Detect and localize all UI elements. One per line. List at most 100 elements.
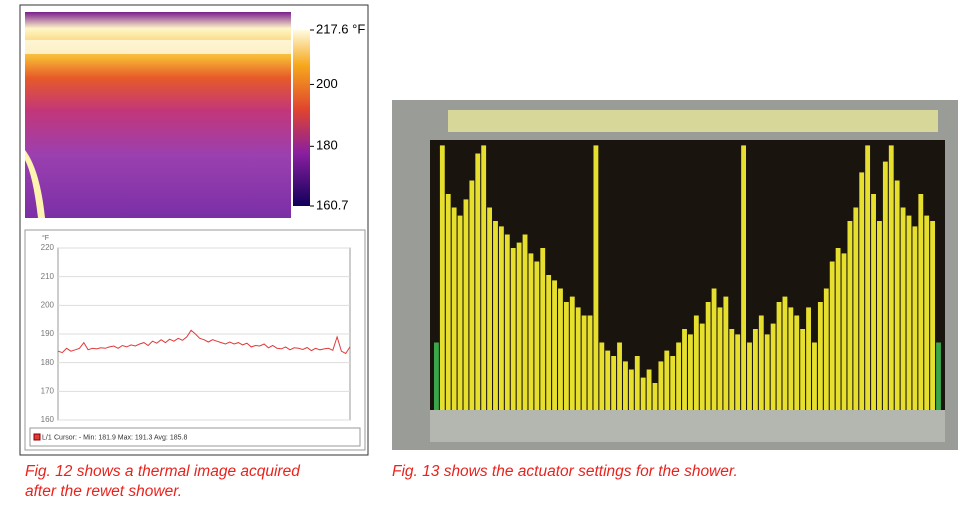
- bar: [747, 342, 752, 410]
- y-tick-label: 210: [41, 272, 55, 281]
- bar: [439, 145, 445, 410]
- bar: [877, 221, 882, 410]
- bar: [723, 296, 729, 410]
- x-strip: [430, 410, 945, 442]
- bar: [434, 342, 439, 410]
- bar: [504, 234, 510, 410]
- bar: [764, 334, 770, 410]
- bar: [475, 153, 481, 410]
- bar: [599, 342, 605, 410]
- bar: [528, 253, 534, 410]
- bar: [546, 275, 552, 410]
- colorbar-label: 200: [316, 76, 338, 91]
- colorbar-label: 180: [316, 138, 338, 153]
- bar: [729, 329, 735, 410]
- bar: [924, 215, 930, 410]
- line-series: [57, 329, 351, 355]
- bar: [705, 302, 711, 410]
- bar: [788, 307, 794, 410]
- bar: [510, 248, 516, 410]
- colorbar-label: 160.7: [316, 197, 349, 212]
- bar: [569, 296, 575, 410]
- y-tick-label: 170: [41, 386, 55, 395]
- bar: [540, 248, 546, 410]
- legend-name: L/1: [42, 434, 52, 441]
- top-band: [448, 110, 938, 132]
- legend-box: [29, 427, 361, 447]
- bar: [865, 145, 871, 410]
- bar: [817, 302, 823, 410]
- bar: [758, 315, 764, 410]
- bar: [617, 342, 622, 410]
- bar: [664, 350, 670, 410]
- bar: [853, 207, 859, 410]
- bar: [498, 226, 504, 410]
- thermal-edge: [25, 150, 45, 218]
- bar: [587, 315, 593, 410]
- colorbar: [293, 30, 310, 206]
- bar: [841, 253, 847, 410]
- bar: [888, 145, 894, 410]
- bar: [451, 207, 457, 410]
- bar: [634, 356, 640, 410]
- legend-swatch: [33, 433, 41, 441]
- bar: [493, 221, 498, 410]
- bar: [741, 145, 747, 410]
- bar: [906, 215, 912, 410]
- bar: [912, 226, 918, 410]
- bar: [693, 315, 699, 410]
- bar: [823, 288, 829, 410]
- colorbar-label: 217.6 °F: [316, 21, 365, 36]
- bar: [581, 315, 587, 410]
- bar: [457, 215, 463, 410]
- bar: [676, 342, 682, 410]
- bar: [699, 323, 705, 410]
- bar: [936, 342, 941, 410]
- bar-plot-area: [430, 140, 945, 410]
- bar: [522, 234, 528, 410]
- y-unit: °F: [42, 234, 49, 242]
- bar: [829, 261, 835, 410]
- bar: [782, 296, 788, 410]
- y-tick-label: 160: [41, 415, 55, 424]
- bar: [812, 342, 817, 410]
- bar: [534, 261, 540, 410]
- y-tick-label: 200: [41, 300, 55, 309]
- bar: [882, 161, 888, 410]
- bar: [487, 207, 493, 410]
- bar: [481, 145, 487, 410]
- bar: [894, 180, 900, 410]
- caption: Fig. 13 shows the actuator settings for …: [392, 463, 738, 480]
- caption: Fig. 12 shows a thermal image acquired af…: [25, 463, 301, 500]
- bar: [445, 194, 451, 410]
- bar: [652, 383, 658, 410]
- bar: [605, 350, 611, 410]
- bar: [670, 356, 676, 410]
- y-tick-label: 190: [41, 329, 55, 338]
- bar: [646, 369, 652, 410]
- bar: [859, 172, 865, 410]
- thermal-roll: [25, 40, 291, 54]
- bar: [752, 329, 758, 410]
- bar: [558, 288, 563, 410]
- bar: [563, 302, 569, 410]
- bar: [623, 361, 628, 410]
- bar: [871, 194, 876, 410]
- bar: [847, 221, 853, 410]
- bar: [711, 288, 717, 410]
- bar: [469, 180, 475, 410]
- bar: [628, 369, 634, 410]
- bar: [688, 334, 693, 410]
- bar: [717, 307, 723, 410]
- legend-text: Cursor: - Min: 181.9 Max: 191.3 Avg: 185…: [54, 434, 187, 441]
- bar: [800, 329, 806, 410]
- y-tick-label: 220: [41, 243, 55, 252]
- bar: [794, 315, 800, 410]
- bar: [776, 302, 782, 410]
- bar: [658, 361, 664, 410]
- bar: [516, 242, 522, 410]
- bar: [806, 307, 811, 410]
